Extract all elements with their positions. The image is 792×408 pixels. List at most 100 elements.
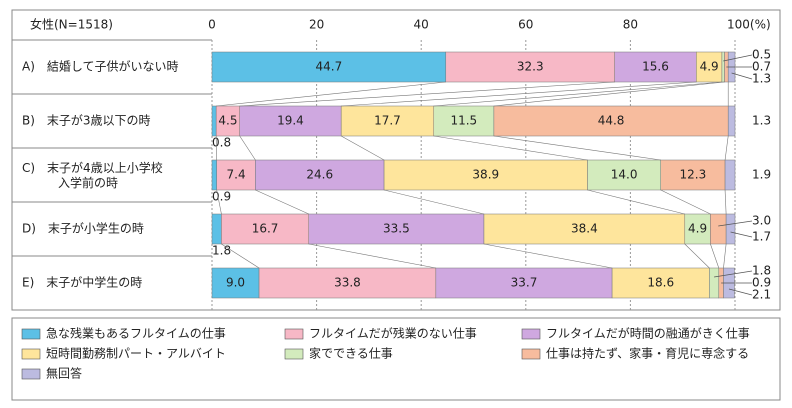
legend-swatch (21, 328, 41, 340)
header: 女性(N=1518) (30, 17, 113, 32)
value-label: 16.7 (252, 222, 279, 236)
legend-swatch (284, 348, 304, 360)
value-label: 7.4 (227, 168, 246, 182)
x-tick-label: 40 (414, 18, 429, 32)
bar-segment (383, 159, 588, 191)
leader-line (723, 54, 753, 62)
value-label: 18.6 (647, 276, 674, 290)
connector-line (221, 243, 260, 269)
legend-swatch (21, 368, 41, 380)
value-label: 1.3 (752, 72, 771, 86)
category-label: E) 末子が中学生の時 (22, 275, 142, 290)
value-label: 0.9 (212, 190, 231, 204)
bar-segment (221, 213, 310, 245)
legend-label: フルタイムだが残業のない仕事 (309, 326, 477, 341)
connector-line (383, 189, 485, 215)
bar-segment (725, 213, 736, 245)
connector-line (493, 81, 725, 107)
legend-frame (11, 317, 781, 401)
bar-segment (721, 51, 725, 83)
value-label: 0.5 (752, 48, 771, 62)
value-label: 0.9 (752, 276, 771, 290)
legend-label: フルタイムだが時間の融通がきく仕事 (546, 326, 750, 341)
value-label: 17.7 (374, 114, 401, 128)
connector-line (239, 135, 256, 161)
bar-segment (724, 159, 736, 191)
value-label: 44.8 (598, 114, 625, 128)
category-label: C) 末子が4歳以上小学校入学前の時 (22, 160, 163, 190)
connector-line (660, 189, 711, 215)
value-label: 1.9 (752, 168, 771, 182)
bar-segment (611, 267, 710, 299)
value-label: 4.5 (218, 114, 237, 128)
legend-label: 仕事は持たず、家事・育児に専念する (546, 346, 749, 361)
connector-line (341, 135, 385, 161)
x-tick-label: 60 (518, 18, 533, 32)
value-label: 44.7 (316, 60, 343, 74)
legend-swatch (284, 328, 304, 340)
value-label: 33.7 (511, 276, 538, 290)
value-label: 0.8 (212, 136, 231, 150)
category-label: D) 末子が小学生の時 (22, 221, 144, 236)
bar-segment (435, 267, 613, 299)
bar-segment (258, 267, 437, 299)
bar-segment (433, 105, 495, 137)
value-label: 32.3 (517, 60, 544, 74)
value-label: 2.1 (752, 288, 771, 302)
value-label: 33.5 (383, 222, 410, 236)
connector-line (493, 135, 661, 161)
bar-segment (696, 51, 723, 83)
value-label: 1.8 (752, 264, 771, 278)
connector-line (483, 243, 613, 269)
connector-line (255, 189, 309, 215)
bar-segment (727, 105, 736, 137)
bar-segment (211, 213, 222, 245)
category-label: A) 結婚して子供がいない時 (22, 59, 179, 74)
legend-label: 急な残業もあるフルタイムの仕事 (46, 326, 226, 341)
legend-swatch (521, 328, 541, 340)
connector-line (587, 189, 685, 215)
x-tick-label: 100(%) (727, 18, 771, 32)
bar-segment (211, 159, 217, 191)
legend-label: 無回答 (46, 366, 82, 381)
bar-segment (211, 105, 217, 137)
value-label: 15.6 (642, 60, 669, 74)
value-label: 38.4 (571, 222, 598, 236)
bar-segment (255, 159, 385, 191)
value-label: 9.0 (226, 276, 245, 290)
connector-line (216, 189, 222, 215)
bar-segment (211, 267, 260, 299)
value-label: 38.9 (472, 168, 499, 182)
value-label: 4.9 (700, 60, 719, 74)
connector-line (308, 243, 436, 269)
bar-segment (710, 213, 727, 245)
value-label: 33.8 (334, 276, 361, 290)
value-label: 1.7 (752, 230, 771, 244)
bar-segment (614, 51, 697, 83)
connector-line (216, 81, 446, 107)
connector-line (433, 135, 588, 161)
value-label: 0.7 (752, 60, 771, 74)
legend-label: 短時間勤務制パート・アルバイト (46, 347, 226, 361)
bar-segment (684, 213, 711, 245)
connector-line (724, 189, 727, 215)
connector-line (239, 81, 615, 107)
bar-segment (493, 105, 729, 137)
connector-line (724, 135, 729, 161)
connector-line (433, 81, 722, 107)
x-tick-label: 0 (208, 18, 216, 32)
connector-line (341, 81, 697, 107)
leader-line (731, 72, 753, 80)
bar-segment (483, 213, 686, 245)
leader-line (714, 270, 753, 278)
value-label: 4.9 (688, 222, 707, 236)
chart-frame (11, 9, 781, 311)
connector-line (215, 135, 218, 161)
value-label: 12.3 (680, 168, 707, 182)
bar-segment (239, 105, 342, 137)
bar-segment (340, 105, 435, 137)
connector-line (684, 243, 710, 269)
value-label: 1.8 (212, 244, 231, 258)
bar-segment (660, 159, 726, 191)
